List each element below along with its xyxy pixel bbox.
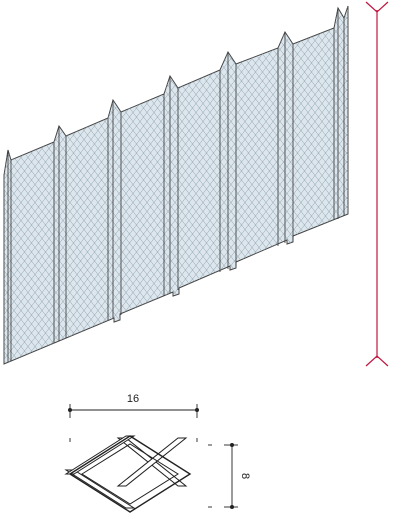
panel-rib-lines xyxy=(7,8,345,362)
mesh-detail xyxy=(64,435,192,513)
height-dimension-label: 8 xyxy=(239,473,251,479)
width-dimension-label: 16 xyxy=(127,393,139,405)
width-dimension: 16 xyxy=(68,393,199,442)
height-dimension: 8 xyxy=(208,443,251,509)
diamond-inner xyxy=(81,443,179,505)
detail-strands xyxy=(64,435,188,509)
height-marker xyxy=(365,1,389,367)
rib-lath-panel xyxy=(3,5,349,365)
diamond-outline xyxy=(68,435,192,513)
panel-mesh-texture xyxy=(4,6,348,364)
